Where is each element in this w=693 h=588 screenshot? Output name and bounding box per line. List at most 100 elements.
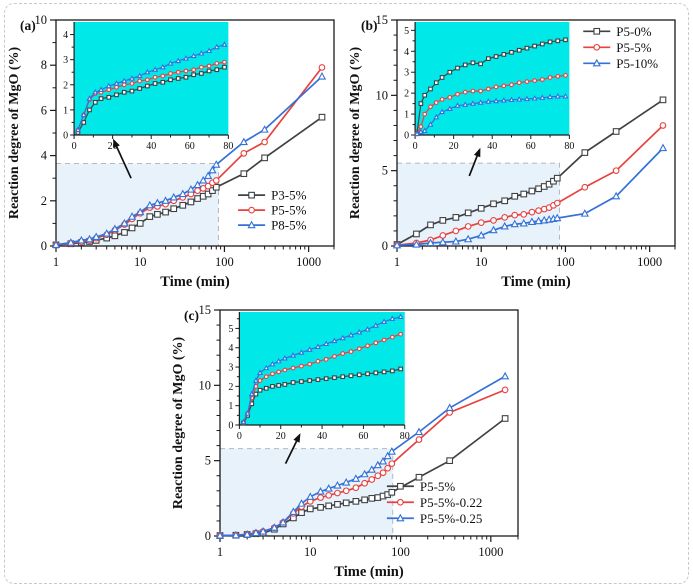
series-marker-P8-5% [102, 229, 111, 237]
series-marker-P3-5% [111, 232, 119, 240]
inset-series-marker-P5-5%-0.22 [398, 331, 403, 337]
inset-series-marker-P5-5%-0.25 [263, 364, 270, 371]
inset-series-marker-P8-5% [121, 77, 128, 84]
inset-series-marker-P5-5%-0.25 [348, 331, 355, 338]
inset-series-marker-P5-5% [486, 86, 491, 92]
inset-series-marker-P3-5% [98, 96, 104, 101]
legend-marker-P5-5%-0.22 [397, 498, 404, 506]
series-marker-P5-5%-0.22 [317, 494, 324, 501]
legend-label-P5-0%: P5-0% [616, 24, 652, 39]
inset-series-marker-P8-5% [98, 86, 105, 92]
series-marker-P8-5% [178, 189, 187, 198]
inset-y-tick-label: 5 [404, 26, 409, 37]
series-marker-P5-0% [427, 221, 434, 229]
inset-series-marker-P5-5% [356, 372, 362, 378]
inset-series-marker-P3-5% [160, 79, 166, 85]
inset-series-marker-P5-5% [433, 100, 439, 105]
legend-label-P5-10%: P5-10% [616, 56, 658, 71]
series-marker-P5-5%-0.25 [289, 507, 298, 515]
inset-series-line-P5-0% [416, 39, 566, 133]
inset-series-marker-P5-5%-0.22 [299, 363, 304, 369]
series-marker-P5-5%-0.25 [383, 451, 392, 460]
series-marker-P5-5% [535, 207, 542, 214]
series-marker-P5-5%-0.22 [501, 386, 509, 394]
series-marker-P5-5% [520, 211, 528, 218]
inset-series-marker-P8-5% [206, 47, 213, 54]
series-marker-P5-5% [204, 182, 212, 190]
inset-series-marker-P5-5%-0.25 [269, 360, 276, 367]
inset-x-tick-label: 40 [146, 141, 156, 152]
inset-series-marker-P5-10% [539, 94, 546, 100]
inset-series-marker-P5-0% [428, 86, 433, 92]
series-marker-P8-5% [110, 224, 120, 233]
inset-series-marker-P3-5% [87, 107, 92, 113]
inset-series-marker-P5-5% [214, 61, 220, 66]
inset-x-tick-label: 20 [276, 431, 286, 442]
series-marker-P5-5% [261, 138, 268, 146]
series-marker-P5-5%-0.25 [316, 487, 325, 495]
inset-series-marker-P5-5% [447, 94, 453, 100]
series-marker-P5-0% [520, 190, 528, 198]
y-axis-title: Reaction degree of MgO (%) [348, 46, 363, 219]
inset-series-marker-P5-5%-0.25 [331, 337, 338, 344]
inset-series-marker-P5-10% [477, 99, 484, 105]
inset-series-marker-P8-5% [144, 68, 151, 75]
inset-series-marker-P5-10% [508, 96, 515, 103]
inset-series-marker-P5-5% [299, 379, 304, 384]
inset-series-marker-P5-10% [562, 92, 569, 99]
inset-series-marker-P3-5% [191, 72, 196, 78]
inset-series-marker-P5-5%-0.22 [276, 369, 282, 375]
series-marker-P5-5%-0.22 [374, 472, 382, 480]
x-tick-label: 100 [556, 255, 575, 269]
inset-series-marker-P5-5% [516, 80, 522, 86]
panel-b: 1 10 100 1000 0 5 10 15 Time (min) Reaction degre… [347, 5, 685, 298]
series-marker-P5-0% [490, 200, 497, 208]
series-marker-P5-5%-0.25 [351, 474, 361, 482]
series-marker-P5-0% [452, 214, 460, 221]
inset-series-marker-P5-5% [348, 373, 354, 379]
inset-series-marker-P5-5%-0.25 [306, 346, 313, 352]
legend-marker-P5-10% [592, 58, 601, 67]
inset-series-marker-P5-5% [183, 68, 189, 74]
inset-series-marker-P5-5% [323, 376, 329, 381]
inset-series-marker-P5-0% [547, 39, 553, 45]
series-marker-P8-5% [66, 238, 75, 246]
inset-series-marker-P5-5%-0.25 [323, 340, 330, 347]
inset-series-marker-P5-5% [290, 380, 296, 385]
y-tick-label: 5 [205, 454, 211, 468]
inset-series-marker-P5-5%-0.22 [332, 354, 337, 359]
inset-y-tick-label: 0 [404, 131, 409, 142]
inset-series-marker-P5-5% [152, 74, 158, 80]
series-marker-P8-5% [120, 218, 129, 227]
x-tick-label: 1000 [296, 255, 321, 269]
inset-series-marker-P8-5% [213, 43, 220, 50]
legend-label-P3-5%: P3-5% [271, 188, 307, 203]
inset-series-marker-P5-0% [455, 65, 460, 71]
series-marker-P8-5% [77, 235, 86, 244]
series-marker-P5-5%-0.25 [342, 478, 351, 486]
inset-series-marker-P5-10% [446, 105, 453, 112]
series-marker-P5-5%-0.25 [251, 528, 261, 537]
inset-series-marker-P5-5% [493, 84, 499, 90]
x-tick-label: 100 [215, 255, 234, 269]
inset-series-marker-P5-10% [427, 121, 434, 127]
inset-series-marker-P8-5% [136, 72, 143, 79]
series-marker-P5-10% [412, 239, 421, 248]
inset-series-marker-P5-5% [263, 385, 269, 391]
x-tick-label: 100 [391, 545, 410, 559]
series-marker-P5-10% [611, 191, 621, 200]
inset-series-marker-P5-0% [447, 69, 453, 75]
series-marker-P5-10% [438, 237, 447, 246]
series-marker-P5-5%-0.25 [500, 371, 510, 380]
series-marker-P5-10% [510, 219, 519, 228]
inset-y-tick-label: 3 [63, 55, 68, 66]
inset-series-marker-P5-0% [433, 80, 439, 86]
series-marker-P5-5% [464, 223, 472, 230]
series-marker-P5-5%-0.25 [278, 517, 288, 526]
inset-y-tick-label: 0 [63, 131, 68, 142]
series-marker-P5-10% [580, 209, 589, 217]
inset-series-marker-P5-0% [516, 47, 522, 53]
inset-series-marker-P5-5%-0.22 [257, 378, 263, 383]
inset-x-tick-label: 80 [400, 431, 410, 442]
inset-series-marker-P5-5% [307, 378, 313, 383]
